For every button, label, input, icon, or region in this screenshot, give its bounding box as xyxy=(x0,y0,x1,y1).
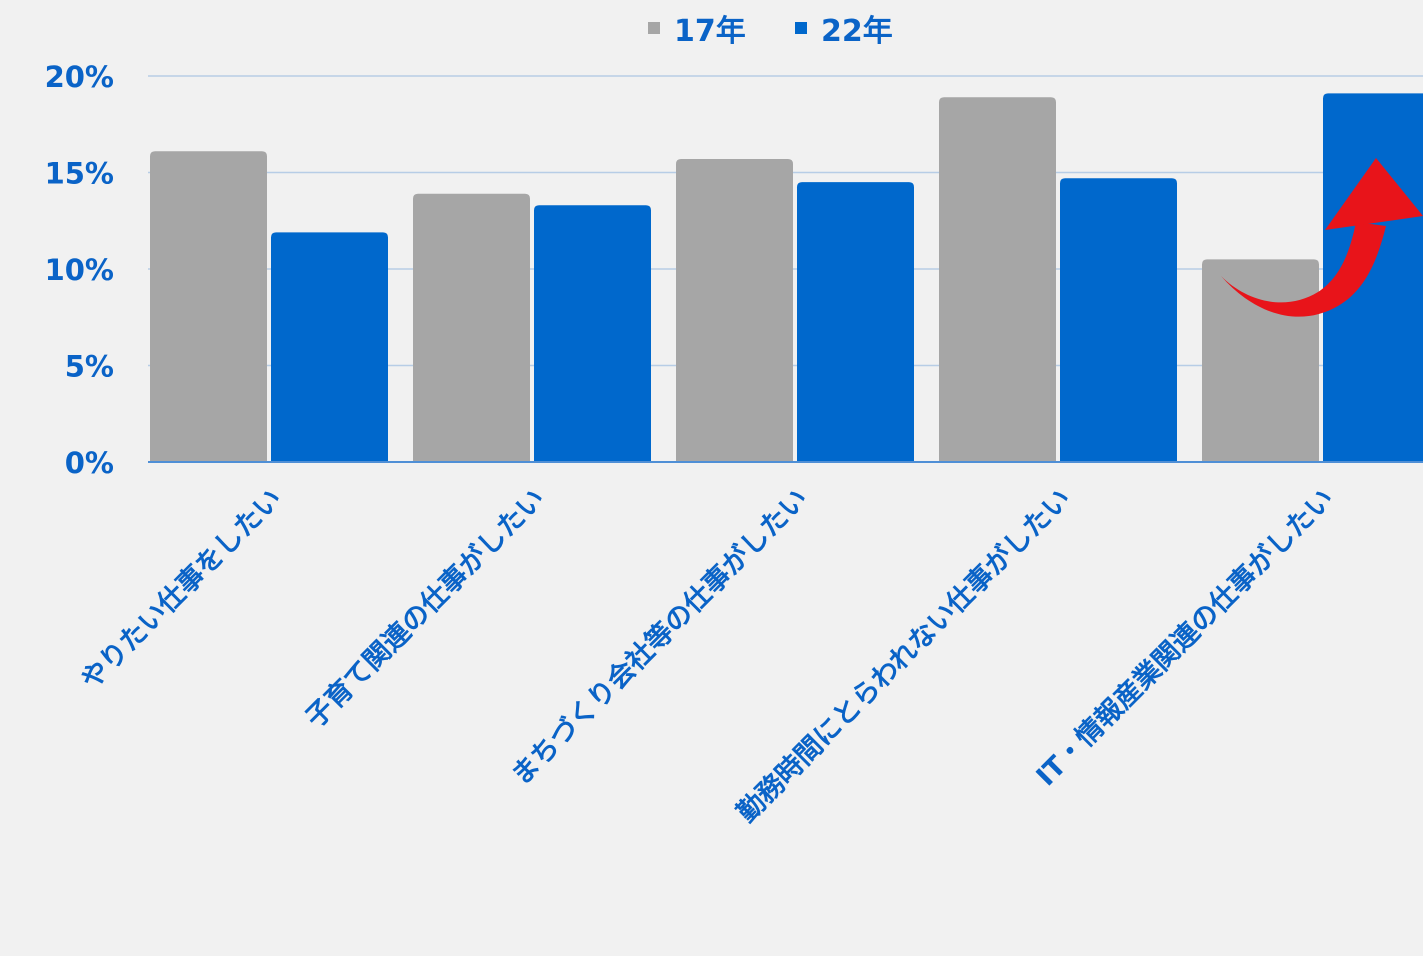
x-category-label: まちづくり会社等の仕事がしたい xyxy=(505,482,814,791)
bar xyxy=(413,193,530,463)
bar xyxy=(939,97,1056,462)
y-tick-label: 10% xyxy=(45,253,114,287)
legend-label: 22年 xyxy=(821,14,893,49)
x-axis-labels: やりたい仕事をしたい 子育て関連の仕事がしたいまちづくり会社等の仕事がしたい勤務時… xyxy=(75,482,1340,828)
bars xyxy=(150,93,1423,463)
annotations xyxy=(1221,158,1423,317)
x-category-label: 子育て関連の仕事がしたい xyxy=(299,482,551,734)
legend: 17年 22年 xyxy=(648,14,893,49)
y-tick-label: 0% xyxy=(65,446,114,480)
bar xyxy=(797,182,914,462)
y-tick-label: 5% xyxy=(65,350,114,384)
y-tick-label: 15% xyxy=(45,157,114,191)
y-axis-ticks: 0% 5% 10% 15% 20% xyxy=(45,60,114,480)
x-category-label: IT・情報産業関連の仕事がしたい xyxy=(1030,482,1340,792)
bar xyxy=(150,151,267,462)
bar xyxy=(676,158,793,463)
y-tick-label: 20% xyxy=(45,60,114,94)
x-category-label: やりたい仕事をしたい xyxy=(75,483,288,696)
legend-swatch xyxy=(648,22,660,34)
legend-label: 17年 xyxy=(674,14,746,49)
legend-swatch xyxy=(795,22,807,34)
bar xyxy=(1060,178,1177,463)
bar xyxy=(534,205,651,462)
curved-up-arrow-icon xyxy=(1221,158,1423,317)
bar xyxy=(271,232,388,462)
bar xyxy=(1202,259,1319,462)
